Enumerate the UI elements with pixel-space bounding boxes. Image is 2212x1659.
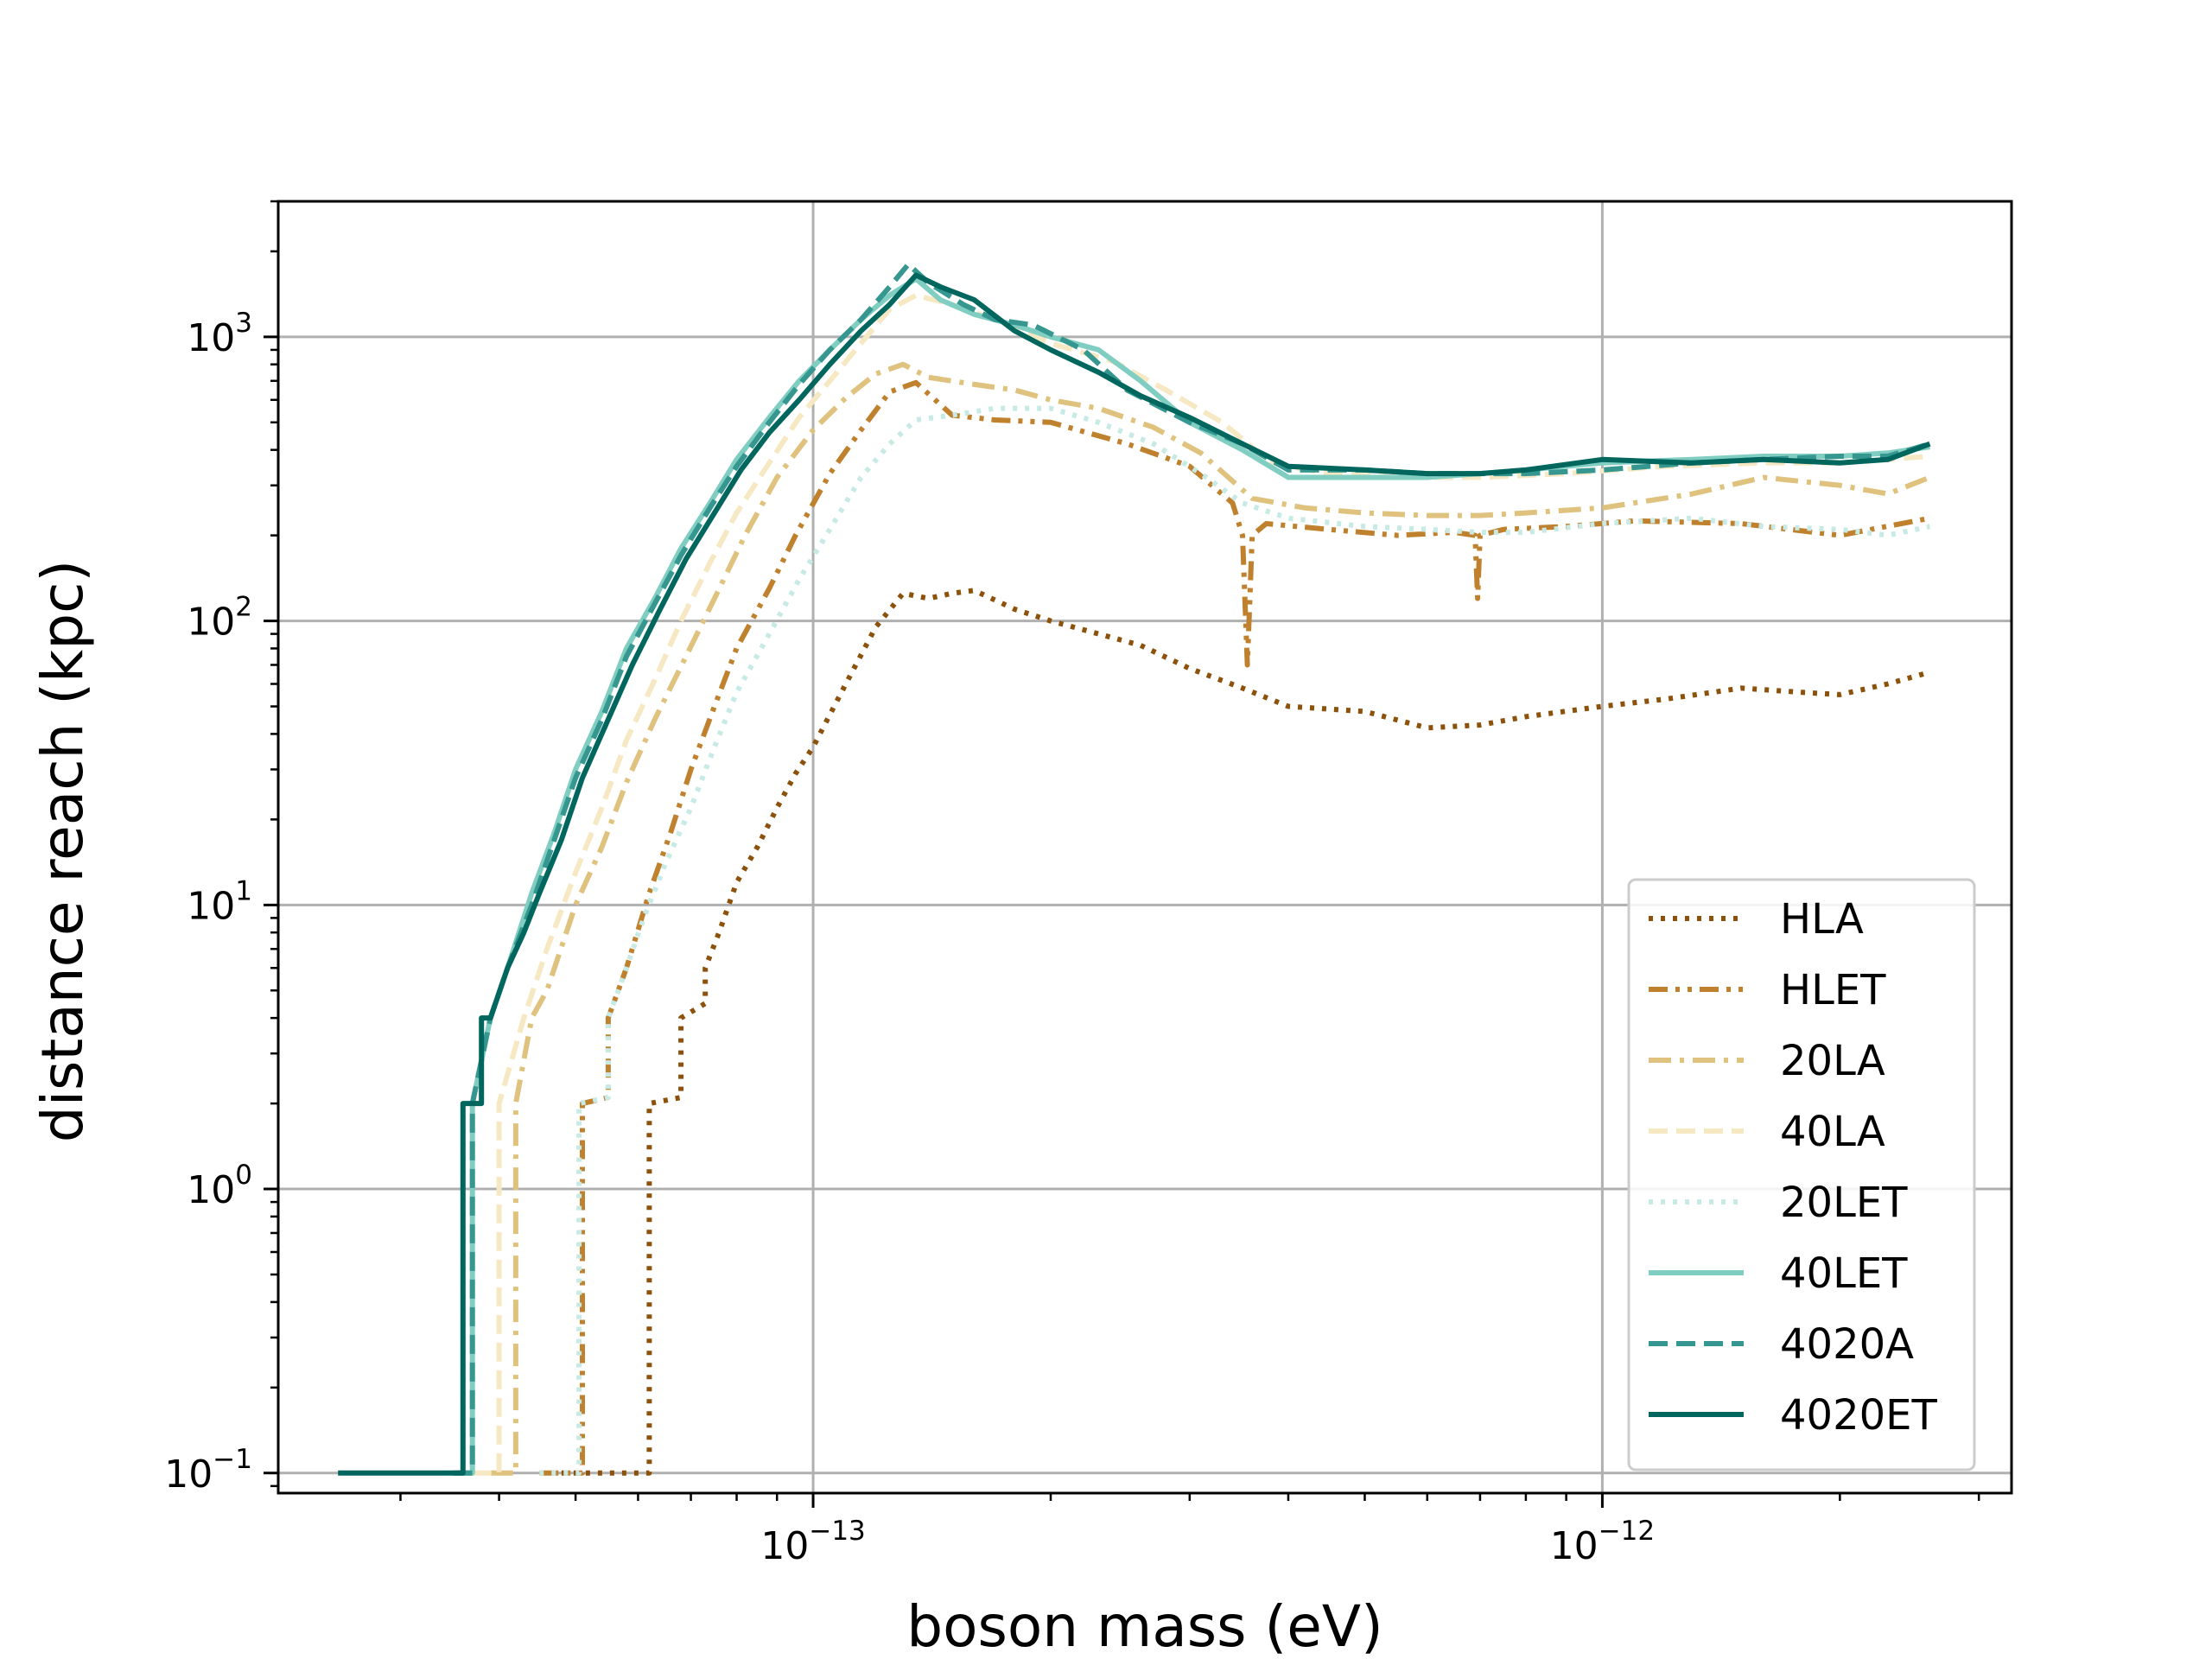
legend-label-20la: 20LA: [1780, 1037, 1885, 1085]
y-tick-base: 10: [187, 316, 235, 360]
data-series: [338, 261, 1931, 1476]
y-tick-label: 10−1: [164, 1444, 252, 1497]
y-tick-base: 10: [164, 1452, 213, 1497]
y-tick-exponent: 2: [235, 592, 252, 623]
y-tick-label: 103: [187, 308, 252, 360]
plot-frame: [276, 200, 2013, 1495]
x-tick-exponent: −12: [1599, 1516, 1655, 1547]
legend: HLA HLET 20LA 40LA 20LET 40LET 4020A 4020ET: [1627, 878, 1976, 1471]
series-line-20let: [539, 405, 1931, 1476]
legend-label-40la: 40LA: [1780, 1108, 1885, 1156]
y-tick-label: 101: [187, 875, 252, 928]
legend-label-hla: HLA: [1780, 895, 1864, 944]
series-line-hla: [561, 588, 1931, 1476]
legend-label-20let: 20LET: [1780, 1179, 1908, 1227]
y-tick-exponent: −1: [213, 1444, 252, 1475]
x-tick-base: 10: [760, 1524, 809, 1568]
series-line-hlet: [539, 379, 1930, 1476]
y-tick-base: 10: [187, 884, 235, 928]
legend-label-40let: 40LET: [1780, 1249, 1908, 1298]
legend-label-4020a: 4020A: [1780, 1320, 1914, 1369]
x-tick-label: 10−13: [760, 1516, 865, 1568]
y-tick-exponent: 0: [235, 1160, 252, 1191]
x-tick-exponent: −13: [809, 1516, 865, 1547]
y-tick-base: 10: [187, 1168, 235, 1212]
legend-label-hlet: HLET: [1780, 966, 1886, 1014]
x-tick-label: 10−12: [1550, 1516, 1655, 1568]
y-tick-base: 10: [187, 601, 235, 645]
y-tick-exponent: 3: [235, 308, 252, 339]
y-axis-label: distance reach (kpc): [29, 560, 96, 1142]
legend-box: [1627, 878, 1976, 1471]
y-tick-label: 102: [187, 592, 252, 645]
x-axis-label: boson mass (eV): [906, 1593, 1383, 1659]
y-tick-exponent: 1: [235, 875, 252, 906]
series-line-4020et: [338, 272, 1931, 1476]
x-tick-base: 10: [1550, 1524, 1599, 1568]
y-tick-label: 100: [187, 1160, 252, 1212]
legend-label-4020et: 4020ET: [1780, 1391, 1937, 1440]
